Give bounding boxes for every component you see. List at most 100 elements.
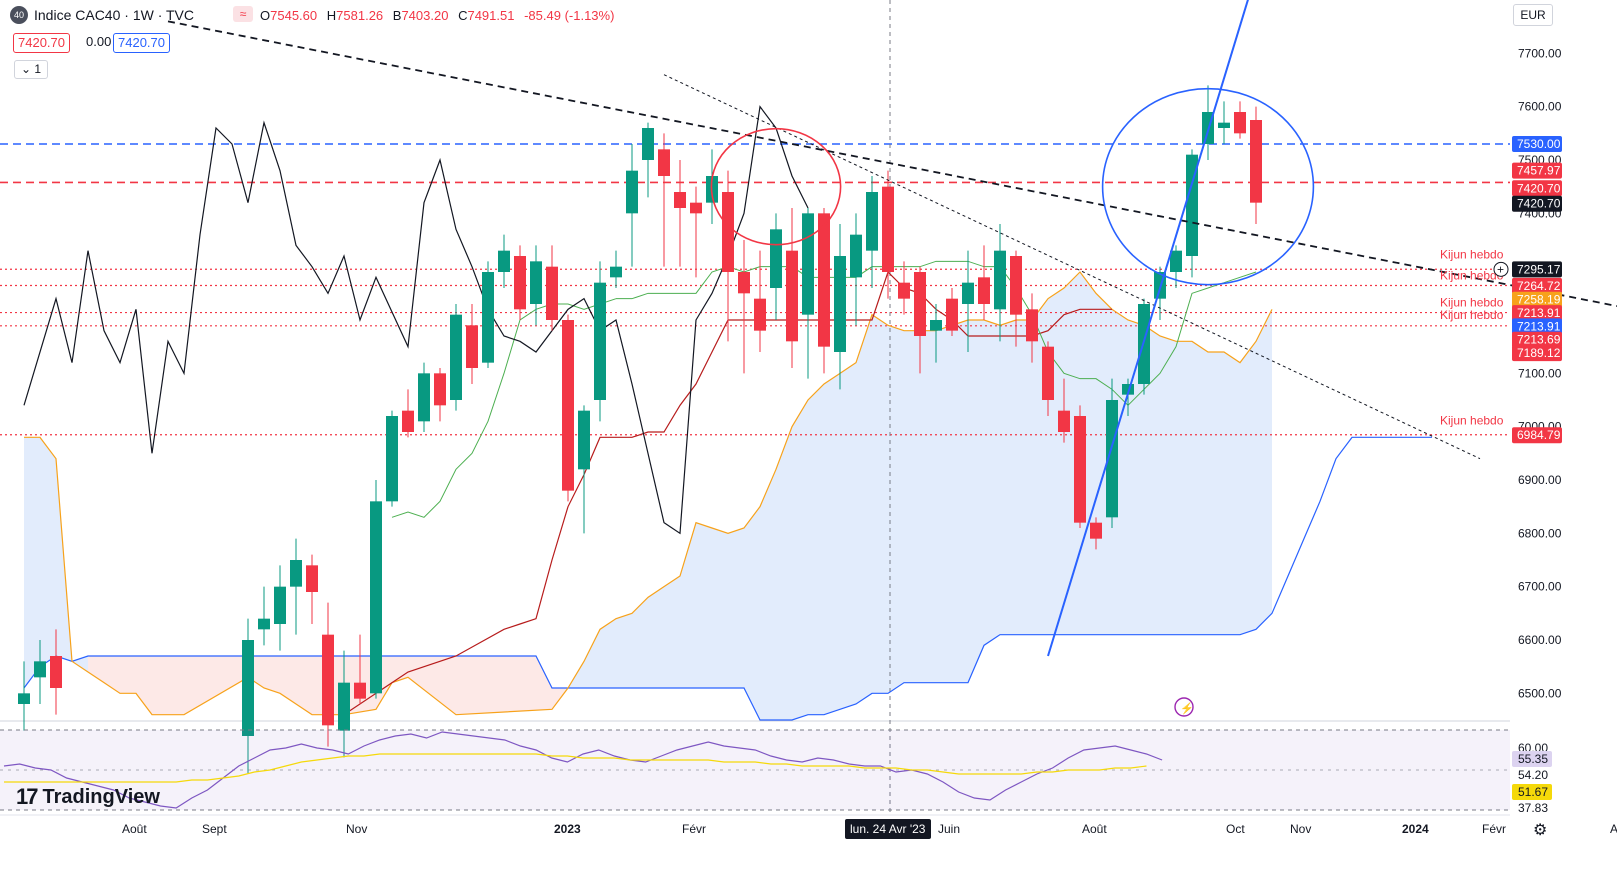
candle-body [530, 261, 542, 304]
cloud-segment [696, 522, 712, 688]
candle-body [882, 186, 894, 272]
price-tag [1512, 162, 1562, 179]
candle-body [1010, 256, 1022, 315]
price-tag [1512, 427, 1562, 444]
cloud-segment [216, 656, 232, 696]
cloud-segment [1224, 352, 1240, 635]
candle-body [1106, 400, 1118, 518]
tv-logo-icon: 17 [16, 784, 39, 809]
cloud-segment [616, 613, 632, 688]
time-tick-label: Févr [1482, 822, 1506, 836]
cloud-segment [872, 314, 888, 694]
kijun-label: Kijun hebdo [1440, 247, 1504, 261]
time-tick-label: Juin [938, 822, 960, 836]
cloud-segment [1144, 325, 1160, 635]
price-tag-label: 7258.19 [1517, 293, 1561, 307]
candle-body [50, 656, 62, 688]
time-tick-label: Oct [1226, 822, 1245, 836]
candle-body [18, 693, 30, 704]
candle-body [1074, 416, 1086, 523]
cloud-segment [296, 656, 312, 715]
rsi-tag [1512, 784, 1552, 800]
candle-body [34, 661, 46, 678]
cloud-segment [1240, 341, 1256, 635]
price-tag-label: 7420.70 [1517, 197, 1561, 211]
cloud-segment [504, 656, 520, 712]
cloud-segment [1256, 309, 1272, 630]
tradingview-logo[interactable]: 17 TradingView [16, 784, 160, 809]
cloud-segment [1192, 341, 1208, 635]
candle-body [1058, 410, 1070, 432]
symbol-header[interactable]: 40 Indice CAC40 · 1W · TVC O7545.60 H758… [10, 4, 620, 26]
candle-body [642, 128, 654, 160]
cloud-segment [184, 656, 200, 715]
price-tag [1512, 195, 1562, 212]
bid-chip[interactable]: 7420.70 [13, 33, 70, 53]
price-tag-label: 7530.00 [1517, 137, 1561, 151]
price-tag [1512, 291, 1562, 308]
collapse-indicators-button[interactable]: ⌄ 1 [14, 60, 49, 79]
close-value: 7491.51 [467, 7, 515, 23]
time-tick-label: 2024 [1402, 822, 1429, 836]
kijun-sen [343, 270, 1112, 716]
candle-body [1042, 346, 1054, 400]
candle-body [546, 266, 558, 320]
symbol-title[interactable]: Indice CAC40 · 1W · TVC [34, 7, 195, 23]
senkou-span-b [23, 436, 1432, 721]
cloud-segment [392, 656, 408, 683]
price-tag [1512, 261, 1562, 278]
candle-body [658, 149, 670, 176]
cloud-segment [280, 656, 296, 704]
add-level-icon [1493, 261, 1509, 277]
gear-icon[interactable]: ⚙ [1533, 822, 1548, 839]
cloud-segment [1176, 341, 1192, 635]
price-tag [1512, 331, 1562, 348]
blue-uptrend [1047, 0, 1249, 657]
candle-body [786, 250, 798, 342]
candle-body [850, 234, 862, 278]
price-tick-label: 7600.00 [1518, 100, 1562, 114]
cloud-segment [24, 437, 40, 688]
cloud-segment [1160, 336, 1176, 635]
ask-chip[interactable]: 7420.70 [113, 33, 170, 53]
candle-body [562, 320, 574, 491]
price-tag-label: 7295.17 [1517, 262, 1561, 276]
rsi-tag-label: 55.35 [1518, 752, 1548, 766]
candle-body [1122, 384, 1134, 395]
currency-selector[interactable]: EUR [1513, 4, 1553, 26]
price-tick-label: 6600.00 [1518, 633, 1562, 647]
low-value: 7403.20 [401, 7, 449, 23]
cloud-segment [152, 656, 168, 715]
change-value: -85.49 (-1.13%) [524, 7, 615, 23]
candle-body [1234, 112, 1246, 134]
price-tag [1512, 277, 1562, 294]
price-tag-label: 7264.72 [1517, 279, 1561, 293]
candle-body [738, 272, 750, 294]
price-tick-label: 6900.00 [1518, 473, 1562, 487]
price-tag [1512, 345, 1562, 362]
blue-circle [1101, 87, 1315, 286]
cloud-segment [1080, 272, 1096, 635]
candle-body [482, 272, 494, 363]
cloud-segment [760, 469, 776, 720]
price-tag-label: 7420.70 [1517, 181, 1561, 195]
kijun-label: Kijun hebdo [1440, 269, 1504, 283]
cloud-segment [472, 656, 488, 714]
time-tick-label: Août [122, 822, 147, 836]
cloud-segment [424, 656, 440, 703]
candle-body [1090, 522, 1102, 539]
plus-glyph: + [1497, 262, 1504, 276]
cloud-segment [952, 320, 968, 683]
cloud-segment [984, 320, 1000, 646]
cloud-segment [456, 656, 472, 715]
price-tick-label: 6800.00 [1518, 526, 1562, 540]
candle-body [610, 266, 622, 278]
candle-body [914, 272, 926, 336]
cloud-segment [168, 656, 184, 715]
time-tick-label: Sept [202, 822, 227, 836]
wave-icon[interactable]: ≈ [233, 6, 253, 22]
cloud-segment [1096, 293, 1112, 635]
price-tick-label: 6500.00 [1518, 686, 1562, 700]
price-tag-label: 7457.97 [1517, 164, 1561, 178]
